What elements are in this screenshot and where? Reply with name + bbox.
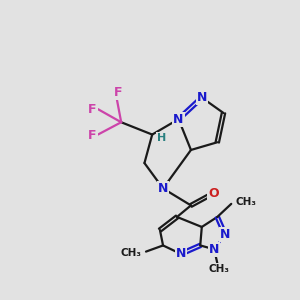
Text: F: F bbox=[114, 86, 122, 99]
Text: N: N bbox=[173, 113, 184, 126]
Text: F: F bbox=[88, 129, 97, 142]
Text: N: N bbox=[220, 228, 230, 241]
Text: N: N bbox=[176, 248, 186, 260]
Text: O: O bbox=[208, 187, 219, 200]
Text: CH₃: CH₃ bbox=[120, 248, 141, 258]
Text: N: N bbox=[158, 182, 168, 195]
Text: CH₃: CH₃ bbox=[236, 197, 257, 207]
Text: N: N bbox=[209, 243, 219, 256]
Text: CH₃: CH₃ bbox=[208, 263, 230, 274]
Text: N: N bbox=[196, 91, 207, 104]
Text: F: F bbox=[88, 103, 97, 116]
Text: H: H bbox=[157, 133, 166, 142]
